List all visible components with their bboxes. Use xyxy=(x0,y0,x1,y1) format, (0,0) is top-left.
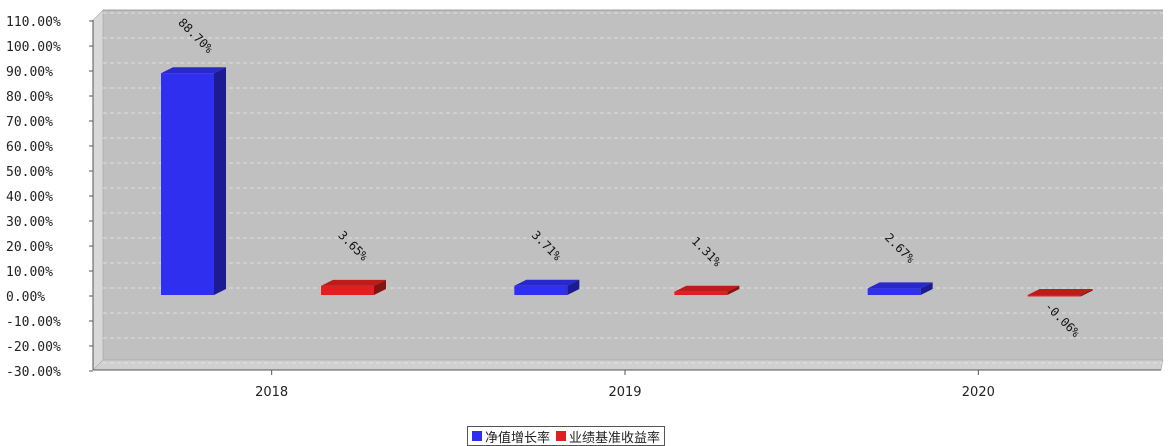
y-tick-label: 40.00% xyxy=(6,190,53,205)
bar xyxy=(161,67,226,295)
plot-back-wall xyxy=(103,10,1163,360)
bar-front xyxy=(674,291,728,295)
y-tick-label: 110.00% xyxy=(6,15,61,30)
bar xyxy=(321,279,386,295)
bar-front xyxy=(321,285,374,295)
bar-top xyxy=(867,282,933,289)
y-tick-label: 50.00% xyxy=(6,165,53,180)
bar-side xyxy=(920,282,933,295)
x-tick-label: 2020 xyxy=(962,385,995,400)
bar-top xyxy=(674,285,740,292)
bar-side xyxy=(1080,289,1093,297)
bar-side xyxy=(374,279,386,295)
legend-label-series-1: 净值增长率 xyxy=(485,430,551,446)
x-tick-label: 2019 xyxy=(608,385,641,400)
y-tick-label: 80.00% xyxy=(6,90,53,105)
y-tick-label: 20.00% xyxy=(6,240,53,255)
y-tick-label: 70.00% xyxy=(6,115,53,130)
bar-front xyxy=(514,285,568,295)
bar xyxy=(514,279,580,295)
bar-front xyxy=(1027,295,1081,297)
bar-side xyxy=(214,67,226,295)
plot-left-wall xyxy=(92,9,104,371)
legend-swatch-series-2 xyxy=(556,431,567,441)
legend: 净值增长率 业绩基准收益率 xyxy=(467,426,666,446)
bar xyxy=(867,282,933,295)
bar-top xyxy=(514,279,580,286)
x-axis: 2018 2019 2020 xyxy=(93,369,1161,400)
x-tick-label: 2018 xyxy=(255,385,288,400)
y-tick-label: -10.00% xyxy=(6,315,61,330)
y-tick-label: -20.00% xyxy=(6,340,61,355)
y-tick-label: 30.00% xyxy=(6,215,53,230)
bar-top xyxy=(321,279,386,286)
bars xyxy=(161,67,1093,297)
y-tick-label: 10.00% xyxy=(6,265,53,280)
legend-label-series-2: 业绩基准收益率 xyxy=(569,430,661,446)
plot-area xyxy=(92,9,1164,371)
y-tick-label: 60.00% xyxy=(6,140,53,155)
y-tick-label: 0.00% xyxy=(6,290,45,305)
y-tick-label: -30.00% xyxy=(6,365,61,380)
bar-top xyxy=(161,67,226,74)
y-tick-label: 90.00% xyxy=(6,65,53,80)
legend-item-series-2: 业绩基准收益率 xyxy=(556,427,660,446)
bar-front xyxy=(161,73,214,295)
legend-item-series-1: 净值增长率 xyxy=(472,427,550,446)
bar-side xyxy=(567,279,580,295)
bar xyxy=(674,285,740,295)
bar-top xyxy=(1027,289,1093,295)
bar-side xyxy=(727,285,740,295)
y-tick-label: 100.00% xyxy=(6,40,61,55)
bar xyxy=(1027,289,1093,297)
y-axis: 110.00% 100.00% 90.00% 80.00% 70.00% 60.00% 50… xyxy=(6,15,94,380)
gridlines xyxy=(103,12,1163,364)
plot-floor xyxy=(92,359,1164,371)
bar-front xyxy=(867,288,921,295)
legend-swatch-series-1 xyxy=(472,431,482,441)
